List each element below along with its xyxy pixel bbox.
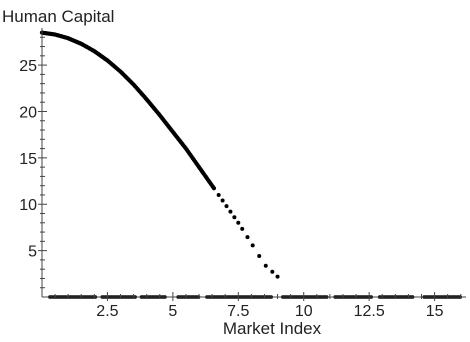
- x-axis-label: Market Index: [223, 319, 322, 338]
- data-point: [270, 269, 275, 274]
- data-point: [250, 243, 255, 248]
- y-tick-label: 5: [28, 244, 37, 261]
- x-tick-label: 10: [295, 303, 313, 320]
- x-tick-label: 2.5: [96, 303, 118, 320]
- y-tick-label: 15: [19, 151, 37, 168]
- data-point: [224, 204, 229, 209]
- x-tick-label: 12.5: [354, 303, 385, 320]
- data-point: [263, 263, 268, 268]
- data-point: [236, 220, 241, 225]
- data-point: [228, 209, 233, 214]
- data-point: [211, 186, 217, 191]
- y-axis-label: Human Capital: [2, 7, 114, 26]
- data-point: [232, 215, 237, 220]
- data-points: [39, 30, 463, 299]
- data-point: [245, 235, 250, 240]
- x-tick-label: 15: [426, 303, 444, 320]
- x-tick-label: 7.5: [227, 303, 249, 320]
- y-tick-label: 20: [19, 104, 37, 121]
- data-point: [240, 226, 245, 231]
- data-point: [257, 254, 262, 259]
- axes: 2.5 5 7.5 10 12.5 15 5 10 15 20 25: [19, 28, 466, 320]
- data-point: [220, 198, 225, 203]
- data-point: [216, 192, 221, 197]
- y-tick-label: 25: [19, 58, 37, 75]
- y-tick-label: 10: [19, 197, 37, 214]
- data-point: [275, 274, 280, 279]
- x-tick-label: 5: [168, 303, 177, 320]
